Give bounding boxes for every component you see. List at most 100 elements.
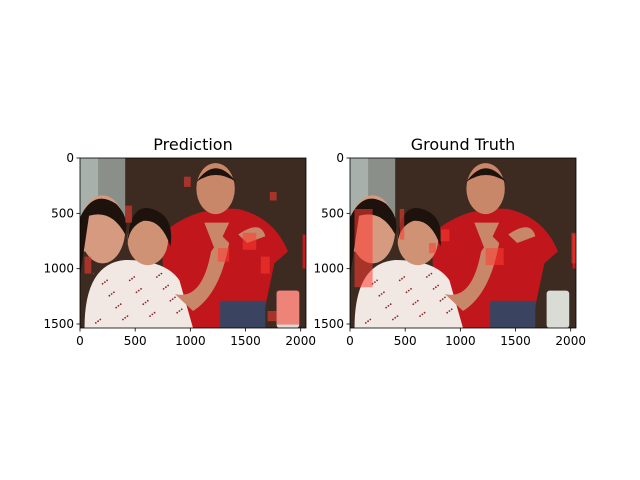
glass bbox=[546, 290, 570, 328]
dress-pattern-dot bbox=[133, 276, 136, 278]
dress-pattern-dot bbox=[124, 316, 127, 319]
dress-pattern-dot bbox=[448, 310, 451, 312]
dress-pattern-dot bbox=[444, 296, 446, 299]
dress-pattern-dot bbox=[394, 316, 397, 319]
dress-pattern-dot bbox=[113, 291, 115, 294]
mask-region bbox=[84, 256, 92, 274]
dress-pattern-dot bbox=[425, 276, 428, 278]
dress-pattern-dot bbox=[396, 315, 399, 317]
girl-face bbox=[127, 214, 169, 266]
mask-region bbox=[571, 232, 576, 264]
photo-image bbox=[350, 158, 576, 328]
dress-pattern-dot bbox=[144, 301, 147, 304]
dress-pattern-dot bbox=[446, 311, 449, 314]
girl-arm bbox=[174, 236, 230, 311]
x-tick-label: 0 bbox=[76, 334, 84, 348]
dress-pattern-dot bbox=[149, 315, 151, 317]
dress-pattern-dot bbox=[108, 294, 111, 297]
dress-pattern-dot bbox=[171, 298, 174, 300]
dress-pattern-dot bbox=[167, 284, 170, 287]
dress-pattern-dot bbox=[146, 299, 149, 302]
dress-pattern-dot bbox=[174, 296, 176, 299]
mask-region bbox=[125, 205, 132, 223]
mask-region bbox=[429, 243, 436, 254]
woman-hair bbox=[80, 198, 127, 277]
mask-region bbox=[354, 209, 373, 288]
dress-pattern-dot bbox=[155, 276, 158, 278]
dress-pattern-dot bbox=[117, 305, 120, 307]
panel-title: Prediction bbox=[153, 135, 232, 154]
dress-pattern-dot bbox=[401, 277, 403, 280]
man-neck bbox=[204, 222, 230, 252]
man-hair bbox=[466, 168, 506, 182]
mask-overlay bbox=[354, 209, 576, 288]
girl-dress bbox=[84, 260, 193, 328]
dress-pattern-dot bbox=[428, 274, 430, 277]
dress-pattern-dot bbox=[131, 277, 133, 280]
dress-pattern-dot bbox=[423, 311, 426, 314]
dress-pattern-dot bbox=[92, 272, 95, 275]
y-tick-label: 1000 bbox=[43, 262, 74, 276]
dress-pattern-dot bbox=[380, 293, 383, 295]
y-tick-label: 1500 bbox=[313, 317, 344, 331]
dress-pattern-dot bbox=[151, 313, 154, 316]
dress-pattern-dot bbox=[169, 299, 172, 302]
dress-pattern-dot bbox=[432, 288, 435, 290]
dress-pattern-dot bbox=[387, 305, 390, 307]
dress-pattern-dot bbox=[441, 298, 444, 300]
dress-pattern-dot bbox=[364, 322, 367, 324]
y-tick-label: 0 bbox=[336, 151, 344, 165]
dress-pattern-dot bbox=[180, 308, 183, 311]
girl-dress bbox=[354, 260, 463, 328]
mask-region bbox=[399, 209, 405, 240]
dress-pattern-dot bbox=[414, 301, 417, 304]
ground-truth-panel: Ground Truth 0 500 1000 1500 2000 0 500 1000 1500 bbox=[313, 135, 586, 348]
axes-frame bbox=[349, 157, 577, 329]
man-hand bbox=[508, 227, 536, 243]
dress-pattern-dot bbox=[119, 303, 122, 306]
dress-pattern-dot bbox=[128, 279, 131, 282]
dress-pattern-dot bbox=[430, 272, 433, 275]
mask-overlay bbox=[84, 176, 300, 325]
mask-region bbox=[267, 311, 277, 322]
panel-title: Ground Truth bbox=[411, 135, 516, 154]
dress-pattern-dot bbox=[439, 299, 442, 302]
dress-pattern-dot bbox=[126, 315, 129, 317]
mask-region bbox=[276, 290, 300, 325]
mask-region bbox=[440, 229, 450, 242]
dress-pattern-dot bbox=[99, 318, 102, 321]
dress-pattern-dot bbox=[110, 293, 113, 295]
dress-pattern-dot bbox=[434, 286, 437, 289]
dress-pattern-dot bbox=[416, 299, 419, 302]
dress-pattern-dot bbox=[373, 281, 376, 283]
x-tick-label: 2000 bbox=[555, 334, 586, 348]
dress-pattern-dot bbox=[101, 282, 104, 285]
dress-pattern-dot bbox=[160, 272, 163, 275]
dress-pattern-dot bbox=[106, 279, 109, 282]
y-tick-label: 1500 bbox=[43, 317, 74, 331]
x-tick-label: 500 bbox=[394, 334, 417, 348]
dress-pattern-dot bbox=[419, 315, 421, 317]
y-tick-label: 500 bbox=[51, 206, 74, 220]
man-jeans bbox=[490, 300, 536, 328]
dress-pattern-dot bbox=[103, 281, 106, 283]
x-tick-label: 1000 bbox=[175, 334, 206, 348]
girl-hair bbox=[397, 208, 442, 247]
man-hair bbox=[196, 168, 236, 182]
mask-region bbox=[260, 256, 270, 274]
x-tick-label: 1500 bbox=[230, 334, 261, 348]
dress-pattern-dot bbox=[158, 274, 161, 277]
dress-pattern-dot bbox=[164, 286, 167, 289]
dress-pattern-dot bbox=[410, 288, 412, 290]
dress-pattern-dot bbox=[94, 322, 97, 324]
dress-pattern-dot bbox=[378, 294, 381, 297]
girl-face bbox=[397, 214, 439, 266]
dress-pattern-dot bbox=[405, 291, 408, 294]
x-tick-label: 1000 bbox=[445, 334, 476, 348]
x-tick-label: 1500 bbox=[500, 334, 531, 348]
dress-pattern-dot bbox=[137, 289, 140, 292]
dress-pattern-dot bbox=[162, 288, 165, 290]
x-tick-label: 2000 bbox=[285, 334, 316, 348]
dress-pattern-dot bbox=[97, 320, 99, 323]
